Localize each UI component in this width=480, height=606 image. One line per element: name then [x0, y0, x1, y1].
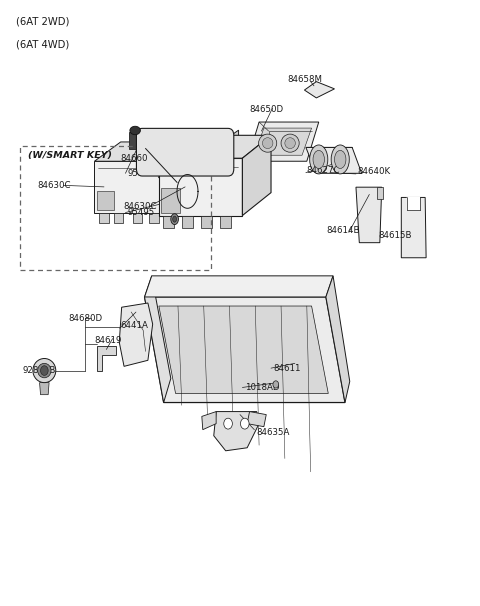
Text: 84615B: 84615B [378, 231, 412, 240]
Text: 84650D: 84650D [250, 105, 284, 115]
Ellipse shape [37, 364, 51, 378]
Ellipse shape [310, 145, 328, 174]
Polygon shape [119, 303, 153, 367]
Text: 84630C: 84630C [37, 181, 71, 190]
Polygon shape [214, 411, 259, 451]
Polygon shape [144, 276, 333, 297]
Ellipse shape [313, 150, 324, 168]
Ellipse shape [281, 134, 299, 152]
Circle shape [240, 418, 249, 429]
Ellipse shape [259, 134, 277, 152]
Polygon shape [200, 169, 208, 178]
Circle shape [224, 418, 232, 429]
Text: 95495: 95495 [128, 208, 155, 217]
Text: 95490D: 95490D [128, 169, 162, 178]
Polygon shape [179, 169, 187, 178]
Text: (W/SMART KEY): (W/SMART KEY) [28, 151, 112, 160]
Polygon shape [254, 128, 312, 155]
Polygon shape [201, 216, 212, 228]
Polygon shape [95, 161, 168, 213]
Text: 84658M: 84658M [288, 75, 323, 84]
Polygon shape [159, 135, 271, 158]
Text: 84640K: 84640K [357, 167, 390, 176]
Polygon shape [95, 142, 195, 161]
Ellipse shape [130, 126, 140, 135]
Text: 84614B: 84614B [326, 226, 360, 235]
Text: 6441A: 6441A [120, 321, 149, 330]
Polygon shape [306, 147, 362, 173]
Polygon shape [157, 169, 165, 178]
Polygon shape [168, 142, 195, 213]
Text: 84660: 84660 [120, 154, 148, 163]
Text: 84680D: 84680D [68, 313, 102, 322]
Polygon shape [242, 135, 271, 216]
Ellipse shape [285, 138, 295, 148]
Ellipse shape [173, 216, 177, 222]
Text: (6AT 4WD): (6AT 4WD) [16, 39, 69, 50]
Text: 84635A: 84635A [257, 428, 290, 437]
Polygon shape [97, 191, 114, 210]
Polygon shape [161, 188, 180, 213]
Polygon shape [99, 213, 109, 224]
Polygon shape [202, 411, 216, 430]
Polygon shape [247, 411, 266, 427]
Polygon shape [326, 276, 350, 402]
Polygon shape [149, 213, 159, 224]
Polygon shape [114, 213, 123, 224]
Ellipse shape [171, 214, 179, 225]
Polygon shape [247, 122, 319, 161]
Polygon shape [163, 216, 174, 228]
Polygon shape [130, 132, 141, 148]
Polygon shape [97, 347, 116, 370]
Polygon shape [182, 216, 193, 228]
Polygon shape [39, 382, 49, 395]
Polygon shape [144, 297, 345, 402]
Polygon shape [228, 130, 239, 162]
FancyBboxPatch shape [136, 128, 234, 176]
Text: 84630C: 84630C [123, 202, 156, 211]
Polygon shape [304, 82, 335, 98]
Polygon shape [132, 213, 142, 224]
Ellipse shape [335, 150, 346, 168]
Text: (6AT 2WD): (6AT 2WD) [16, 16, 69, 27]
Ellipse shape [33, 359, 56, 382]
Polygon shape [401, 198, 426, 258]
Polygon shape [220, 216, 231, 228]
Text: 84619: 84619 [95, 336, 122, 345]
Text: 84627C: 84627C [307, 166, 340, 175]
Circle shape [273, 381, 279, 388]
Text: 1018AD: 1018AD [245, 383, 279, 392]
Polygon shape [144, 276, 171, 402]
Polygon shape [159, 158, 242, 216]
Polygon shape [407, 198, 420, 210]
Polygon shape [159, 306, 328, 393]
Ellipse shape [331, 145, 349, 174]
Polygon shape [356, 187, 382, 242]
Polygon shape [377, 187, 383, 199]
Text: 84611: 84611 [274, 364, 301, 373]
Circle shape [40, 366, 48, 375]
Text: 92808B: 92808B [23, 366, 56, 375]
Ellipse shape [263, 138, 273, 148]
